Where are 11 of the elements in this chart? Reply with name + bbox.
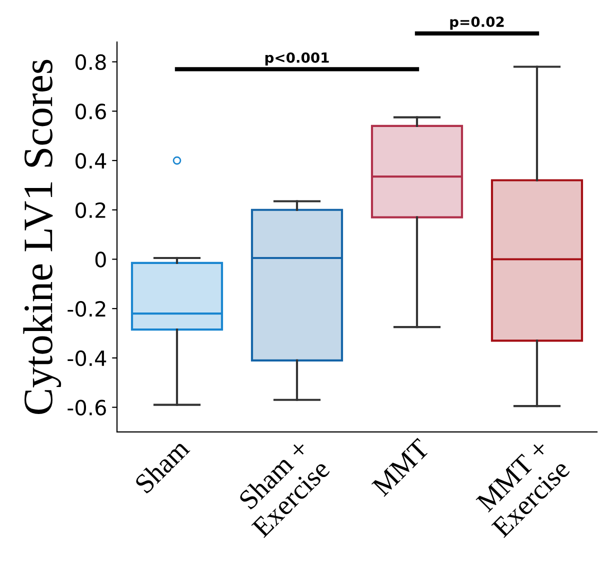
y-tick-label: 0.8 [76, 54, 106, 70]
y-tick-label: 0 [95, 252, 106, 268]
y-tick-label: -0.4 [68, 350, 106, 366]
y-tick-label: -0.6 [68, 400, 106, 416]
text: p=0.02 [450, 16, 504, 30]
y-tick-label: 0.6 [76, 104, 106, 120]
y-tick-label: 0.4 [76, 152, 106, 169]
y-tick-label: -0.2 [68, 301, 106, 317]
annotation: p<0.001 [265, 52, 329, 66]
y-axis-title: Cytokine LV1 Scores [23, 60, 62, 414]
y-tick-label: 0.2 [76, 202, 106, 218]
